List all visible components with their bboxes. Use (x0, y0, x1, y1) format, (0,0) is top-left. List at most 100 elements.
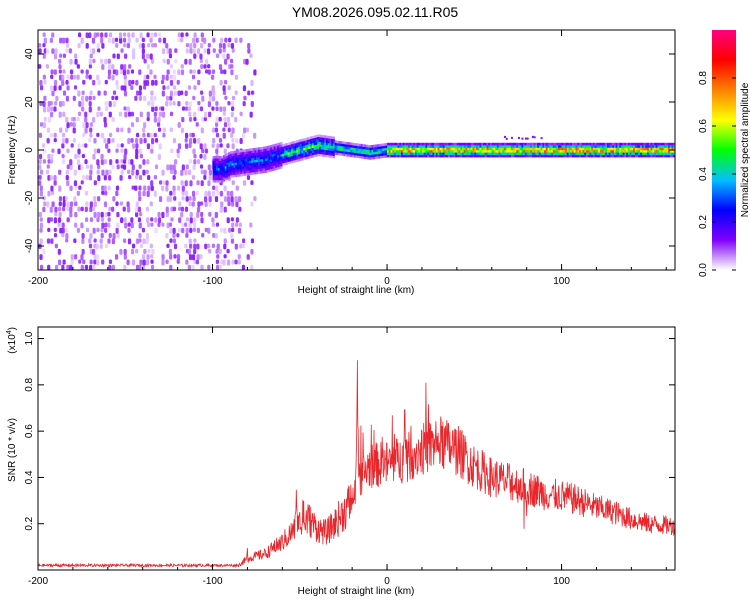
ridge-cell (456, 142, 459, 146)
ridge-cell (530, 154, 533, 158)
ridge-cell (524, 137, 527, 140)
ridge-cell (317, 139, 320, 142)
ridge-cell (401, 154, 404, 158)
ridge-cell (357, 143, 360, 147)
ridge-cell (296, 154, 299, 158)
ridge-cell (512, 154, 515, 158)
noise-cell (97, 164, 101, 170)
ridge-cell (516, 142, 519, 146)
ridge-cell (533, 152, 536, 155)
ridge-cell (662, 147, 665, 151)
ridge-cell (449, 142, 452, 146)
ridge-cell (394, 147, 397, 151)
ridge-cell (320, 137, 323, 140)
ridge-cell (598, 145, 601, 148)
ridge-cell (627, 150, 630, 153)
ridge-cell (540, 147, 543, 151)
ridge-cell (502, 154, 505, 158)
ridge-cell (219, 163, 222, 166)
ridge-cell (264, 148, 267, 152)
ridge-cell (608, 147, 611, 151)
ridge-cell (561, 150, 564, 153)
noise-cell (97, 79, 101, 86)
ridge-cell (395, 150, 398, 153)
ridge-cell (350, 149, 353, 153)
ridge-cell (610, 154, 613, 158)
ridge-cell (243, 149, 246, 152)
noise-cell (178, 201, 182, 207)
noise-cell (108, 111, 112, 118)
ridge-cell (458, 152, 461, 155)
ridge-cell (659, 150, 662, 153)
noise-cell (169, 79, 174, 86)
ridge-cell (491, 145, 494, 148)
ridge-cell (477, 154, 480, 158)
ridge-cell (268, 157, 271, 161)
ridge-cell (329, 145, 332, 149)
ridge-cell (212, 163, 215, 166)
noise-cell (165, 101, 169, 107)
ridge-cell (263, 165, 266, 169)
ridge-cell (271, 168, 274, 172)
noise-cell (108, 206, 112, 212)
ridge-cell (280, 163, 283, 167)
noise-cell (139, 32, 143, 39)
ridge-cell (360, 144, 363, 147)
ridge-cell (259, 168, 262, 172)
ridge-cell (585, 142, 588, 146)
noise-cell (119, 37, 123, 44)
ridge-cell (603, 154, 606, 158)
noise-cell (99, 238, 103, 244)
ridge-cell (310, 136, 313, 139)
ridge-cell (236, 171, 239, 175)
ridge-cell (538, 150, 541, 153)
noise-cell (39, 217, 43, 222)
noise-cell (146, 159, 150, 165)
noise-cell (193, 243, 197, 250)
ridge-cell (629, 150, 632, 153)
ridge-cell (325, 150, 328, 153)
ridge-cell (565, 147, 568, 151)
ridge-cell (247, 156, 250, 159)
noise-cell (143, 95, 147, 102)
ridge-cell (666, 142, 669, 146)
noise-cell (123, 254, 127, 260)
ridge-cell (394, 150, 397, 153)
ridge-cell (486, 152, 489, 155)
noise-cell (153, 95, 157, 101)
noise-cell (226, 248, 230, 254)
noise-cell (172, 233, 176, 238)
noise-cell (65, 79, 69, 85)
noise-cell (42, 53, 46, 59)
ridge-cell (486, 142, 489, 146)
noise-cell (207, 227, 211, 234)
noise-cell (218, 64, 223, 71)
ridge-cell (620, 142, 623, 146)
ridge-cell (388, 154, 391, 158)
ridge-cell (235, 150, 238, 154)
noise-cell (191, 201, 195, 207)
noise-cell (200, 264, 204, 270)
ridge-cell (608, 152, 611, 155)
ridge-cell (240, 149, 243, 153)
ridge-cell (233, 169, 236, 173)
ridge-cell (668, 152, 671, 155)
ridge-cell (425, 147, 428, 151)
ridge-cell (327, 140, 330, 144)
ridge-cell (291, 141, 294, 145)
noise-cell (57, 217, 62, 223)
ridge-cell (517, 145, 520, 148)
ridge-cell (339, 150, 342, 154)
noise-cell (64, 127, 69, 133)
ridge-cell (231, 170, 234, 173)
ridge-cell (278, 156, 281, 160)
noise-cell (38, 42, 42, 48)
ridge-cell (521, 150, 524, 153)
ridge-cell (299, 144, 302, 147)
noise-cell (208, 111, 212, 118)
noise-cell (89, 206, 93, 213)
ridge-cell (332, 138, 335, 142)
ridge-cell (266, 167, 269, 171)
ridge-cell (619, 150, 622, 153)
ridge-cell (289, 149, 292, 152)
